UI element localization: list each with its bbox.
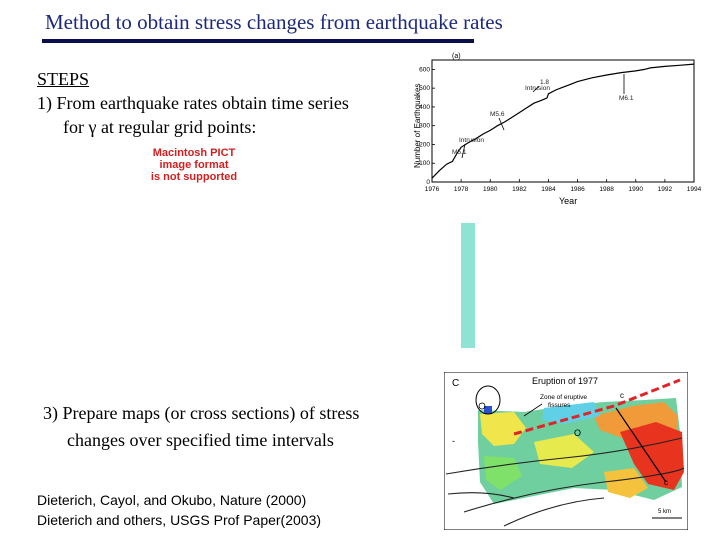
chart-y-tick-label: 500 [419, 85, 430, 92]
map-title: Eruption of 1977 [532, 376, 598, 386]
chart-x-tick-label: 1988 [599, 186, 614, 193]
chart-annotation-intrusion-1: Intrusion [459, 137, 484, 144]
chart-y-tick-label: 0 [426, 179, 430, 186]
chart-panel-label: (a) [452, 53, 461, 60]
map-corner-label: C [452, 378, 459, 389]
map-label-o: O [574, 428, 581, 438]
steps-heading: STEPS [37, 69, 90, 89]
earthquake-count-chart: (a) Number of Earthquakes Year 1976 1978 1… [413, 53, 702, 206]
map-label-c-bottom: c [664, 478, 668, 487]
chart-annotation-18: 1.8 [540, 79, 549, 86]
step-1-line-1: 1) From earthquake rates obtain time ser… [37, 93, 349, 113]
page-title: Method to obtain stress changes from ear… [45, 10, 503, 34]
map-zone-label-2: fissures [548, 402, 571, 409]
chart-arrow-3 [532, 85, 540, 93]
reference-2: Dieterich and others, USGS Prof Paper(20… [37, 512, 322, 528]
stress-patch-cyan [542, 402, 600, 424]
chart-series-line [431, 63, 695, 179]
map-scale-label: 5 km [658, 509, 671, 515]
references: Dieterich, Cayol, and Okubo, Nature (200… [37, 490, 321, 530]
chart-annotation-m56: M5.6 [490, 111, 505, 118]
chart-plot-frame [431, 59, 695, 183]
map-dash-label: - [452, 436, 455, 446]
step-3-block: 3) Prepare maps (or cross sections) of s… [43, 400, 359, 454]
chart-annotation-m51: M5.1 [452, 149, 467, 156]
stress-patch-blue [484, 406, 492, 414]
chart-arrow-1 [461, 143, 466, 159]
chart-y-tick-label: 400 [419, 104, 430, 111]
title-underline [42, 39, 474, 43]
cyan-bar-shape [461, 223, 475, 348]
chart-x-axis-label: Year [559, 196, 577, 206]
chart-y-tick-label: 100 [419, 160, 430, 167]
pict-line-2: image format [159, 159, 229, 171]
step-3-line-1: 3) Prepare maps (or cross sections) of s… [43, 403, 360, 423]
step-1-line-2: for γ at regular grid points: [63, 117, 257, 137]
chart-x-tick-label: 1986 [570, 186, 585, 193]
zone-label-pointer [523, 403, 543, 417]
eruptive-fissure-line [513, 378, 681, 436]
stress-patch-amber [604, 468, 648, 498]
chart-annotation-m61: M6.1 [619, 95, 634, 102]
chart-x-tick-label: 1984 [541, 186, 556, 193]
chart-x-tick-label: 1978 [454, 186, 469, 193]
stress-patch-green [484, 456, 522, 490]
map-label-c-right: c [620, 391, 624, 400]
stress-patch-yellow-1 [480, 412, 526, 446]
stress-change-map: C Eruption of 1977 Zone of eruptive fiss… [444, 372, 688, 530]
map-zone-label-1: Zone of eruptive [540, 394, 587, 401]
chart-y-tick-label: 600 [419, 66, 430, 73]
reference-1: Dieterich, Cayol, and Okubo, Nature (200… [37, 492, 307, 508]
chart-y-tick-label: 300 [419, 123, 430, 130]
chart-x-tick-label: 1980 [483, 186, 498, 193]
chart-x-tick-label: 1976 [425, 186, 440, 193]
steps-block: STEPS 1) From earthquake rates obtain ti… [37, 67, 349, 139]
caldera-outline [475, 385, 501, 415]
step-3-line-2: changes over specified time intervals [67, 430, 334, 450]
chart-arrow-2 [498, 117, 505, 131]
chart-x-tick-label: 1982 [512, 186, 527, 193]
chart-x-tick-label: 1992 [658, 186, 673, 193]
crater-outline [478, 402, 486, 410]
chart-annotation-intrusion-2: Intrusion [525, 85, 550, 92]
chart-y-axis-label: Number of Earthquakes [413, 84, 422, 169]
chart-y-tick-label: 200 [419, 141, 430, 148]
chart-x-tick-label: 1990 [629, 186, 644, 193]
fault-lines [445, 437, 685, 527]
pict-line-1: Macintosh PICT [152, 147, 236, 159]
pict-line-3: is not supported [150, 171, 238, 183]
chart-ticks: 1976 1978 1980 1982 1984 1986 1988 1990 1992 1994… [419, 66, 701, 193]
chart-x-tick-label: 1994 [687, 186, 702, 193]
unsupported-image-placeholder: Macintosh PICT image format is not suppo… [138, 147, 250, 183]
cross-section-line [615, 407, 667, 483]
